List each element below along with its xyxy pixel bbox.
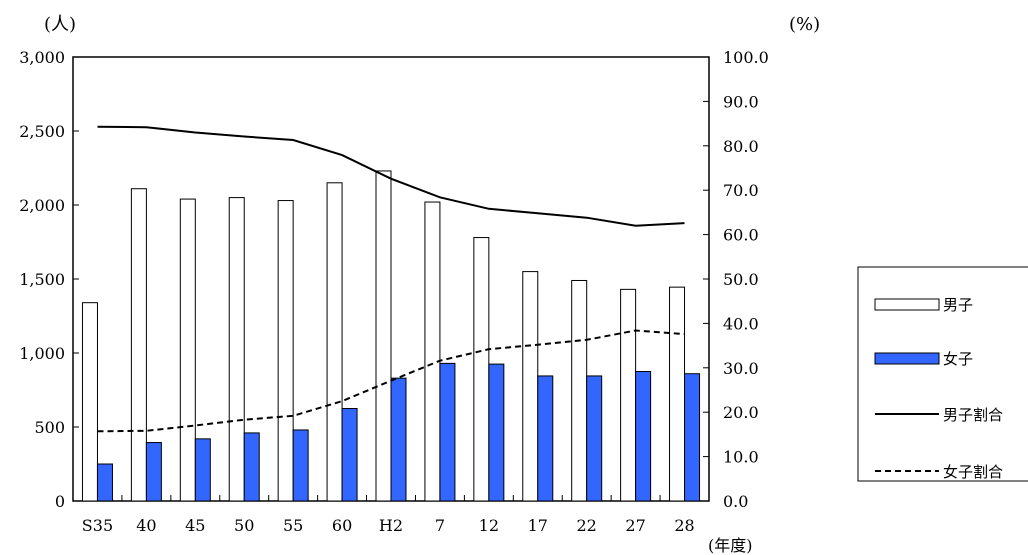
bar-男子-7 <box>424 201 441 502</box>
right-tick-label: 40.0 <box>723 314 759 333</box>
bar-女子-45 <box>194 438 211 502</box>
x-tick-label: 7 <box>435 516 445 535</box>
bar-男子-40 <box>130 188 147 502</box>
right-tick-label: 20.0 <box>723 403 759 422</box>
left-tick-label: 1,000 <box>19 344 65 363</box>
bar-男子-22 <box>571 279 588 502</box>
right-axis-unit: (%) <box>789 14 820 35</box>
line-女子割合 <box>97 329 685 433</box>
x-tick-label: 50 <box>234 516 254 535</box>
legend-swatch-男子 <box>874 298 940 311</box>
bar-男子-27 <box>620 288 637 502</box>
legend-label-男子割合: 男子割合 <box>943 406 1003 424</box>
x-tick-label: H2 <box>379 516 403 535</box>
bar-女子-H2 <box>390 377 407 502</box>
left-tick-label: 0 <box>55 492 65 511</box>
x-axis-label: (年度) <box>708 536 753 555</box>
right-tick-label: 30.0 <box>723 359 759 378</box>
axes-layer: 0 500 1,000 1,500 2,000 2,500 3,000 0.0 10.0 20.0… <box>19 48 769 535</box>
line-男子割合 <box>97 125 685 227</box>
left-axis-unit: (人) <box>44 14 76 35</box>
x-tick-label: S35 <box>82 516 113 535</box>
bar-男子-S35 <box>81 302 98 502</box>
left-tick-label: 2,500 <box>19 122 65 141</box>
bar-男子-H2 <box>375 170 392 502</box>
right-tick-label: 60.0 <box>723 226 759 245</box>
x-tick-label: 40 <box>136 516 156 535</box>
x-tick-label: 45 <box>185 516 205 535</box>
legend-swatch-女子 <box>874 352 940 365</box>
bar-女子-17 <box>537 375 554 502</box>
right-tick-label: 50.0 <box>723 270 759 289</box>
bar-女子-7 <box>439 362 456 502</box>
bar-女子-50 <box>243 432 260 502</box>
right-tick-label: 70.0 <box>723 181 759 200</box>
left-tick-label: 1,500 <box>19 270 65 289</box>
bars-layer <box>81 170 701 502</box>
x-tick-label: 60 <box>332 516 352 535</box>
x-tick-label: 22 <box>577 516 597 535</box>
right-tick-label: 100.0 <box>723 48 769 67</box>
left-tick-label: 3,000 <box>19 48 65 67</box>
left-tick-label: 500 <box>34 418 65 437</box>
x-tick-label: 12 <box>479 516 499 535</box>
lines-layer <box>97 125 685 433</box>
bar-男子-60 <box>326 182 343 502</box>
bar-女子-60 <box>341 408 358 502</box>
legend-label-女子割合: 女子割合 <box>943 463 1003 481</box>
bar-男子-28 <box>669 286 686 502</box>
bar-男子-17 <box>522 271 539 502</box>
left-tick-label: 2,000 <box>19 196 65 215</box>
x-tick-label: 55 <box>283 516 303 535</box>
bar-女子-27 <box>635 371 652 502</box>
bar-女子-28 <box>684 373 701 502</box>
legend-label-女子: 女子 <box>943 350 973 368</box>
right-tick-label: 0.0 <box>723 492 748 511</box>
legend-label-男子: 男子 <box>943 296 973 314</box>
bar-男子-55 <box>277 200 294 502</box>
bar-女子-12 <box>488 363 505 502</box>
bar-男子-12 <box>473 237 490 502</box>
x-tick-label: 27 <box>625 516 645 535</box>
right-tick-label: 80.0 <box>723 137 759 156</box>
bar-女子-S35 <box>96 463 113 502</box>
bar-女子-22 <box>586 375 603 502</box>
bar-女子-40 <box>145 442 162 502</box>
x-tick-label: 17 <box>528 516 548 535</box>
bar-女子-55 <box>292 429 309 502</box>
x-tick-label: 28 <box>674 516 694 535</box>
right-tick-label: 10.0 <box>723 448 759 467</box>
right-tick-label: 90.0 <box>723 92 759 111</box>
bar-男子-45 <box>179 198 196 502</box>
bar-男子-50 <box>228 197 245 502</box>
